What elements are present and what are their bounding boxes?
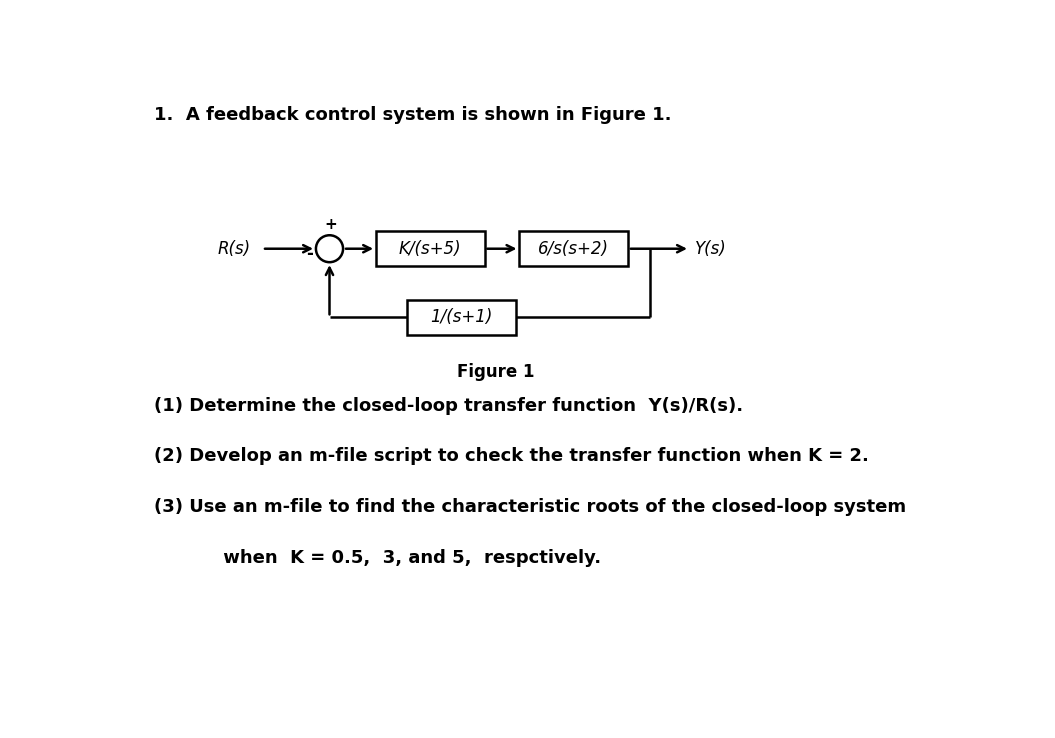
FancyBboxPatch shape: [376, 231, 484, 266]
Text: -: -: [306, 245, 313, 263]
Text: (1) Determine the closed-loop transfer function  Y(s)/R(s).: (1) Determine the closed-loop transfer f…: [154, 396, 743, 415]
Text: Y(s): Y(s): [694, 240, 726, 258]
Text: (2) Develop an m-file script to check the transfer function when K = 2.: (2) Develop an m-file script to check th…: [154, 447, 868, 466]
Text: 1/(s+1): 1/(s+1): [430, 308, 493, 326]
Text: R(s): R(s): [217, 240, 250, 258]
FancyBboxPatch shape: [519, 231, 628, 266]
FancyBboxPatch shape: [407, 300, 516, 335]
Text: when  K = 0.5,  3, and 5,  respctively.: when K = 0.5, 3, and 5, respctively.: [192, 549, 601, 567]
Text: 6/s(s+2): 6/s(s+2): [538, 240, 609, 258]
Text: K/(s+5): K/(s+5): [399, 240, 462, 258]
Text: +: +: [324, 217, 337, 232]
Text: (3) Use an m-file to find the characteristic roots of the closed-loop system: (3) Use an m-file to find the characteri…: [154, 498, 905, 516]
Text: 1.  A feedback control system is shown in Figure 1.: 1. A feedback control system is shown in…: [154, 106, 671, 124]
Text: Figure 1: Figure 1: [458, 362, 535, 381]
